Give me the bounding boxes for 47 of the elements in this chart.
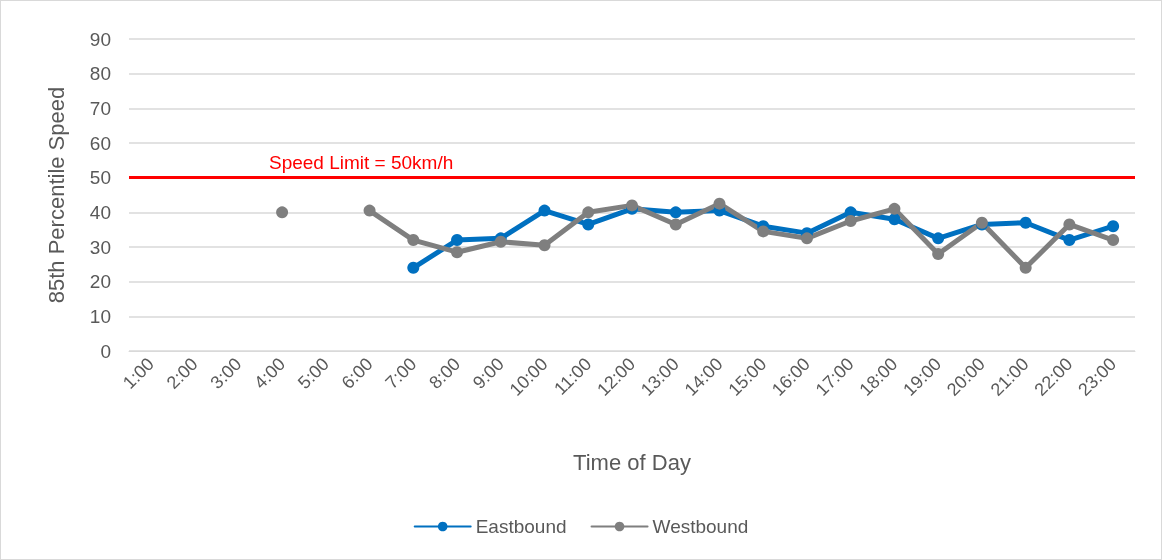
y-tick-label: 80 [89,63,111,85]
y-tick-label: 10 [89,305,111,327]
legend-label: Eastbound [475,516,567,537]
y-tick-label: 40 [89,201,111,223]
point [451,246,464,259]
point [363,204,376,217]
x-tick-label: 3:00 [206,353,246,393]
y-tick-label: 30 [89,236,111,258]
point [1107,234,1120,247]
y-tick-label: 60 [89,132,111,154]
point [888,213,901,226]
x-tick-label: 6:00 [337,353,377,393]
point [582,218,595,231]
point [669,218,682,231]
x-tick-label: 8:00 [425,353,465,393]
y-tick-label: 0 [100,340,111,362]
ref-line-label: Speed Limit = 50km/h [269,151,454,173]
x-tick-label: 9:00 [468,353,508,393]
point [669,206,682,219]
point [800,232,813,245]
y-tick-label: 20 [89,271,111,293]
point [932,232,945,245]
x-axis-title: Time of Day [573,449,691,475]
point [538,239,551,252]
x-tick-label: 4:00 [250,353,290,393]
point [1063,234,1076,247]
point [451,234,464,247]
point [757,225,770,238]
point [582,206,595,219]
y-tick-label: 70 [89,97,111,119]
point [1063,218,1076,231]
point [888,202,901,215]
point [407,234,420,247]
point [932,247,945,260]
point [844,215,857,227]
point [276,206,289,219]
x-tick-label: 7:00 [381,353,421,393]
point [1019,261,1032,274]
y-tick-label: 50 [89,167,111,189]
point [538,204,551,217]
point [1019,216,1032,229]
y-axis-title: 85th Percentile Speed [43,86,69,304]
y-tick-label: 90 [89,28,111,50]
point [407,261,420,274]
legend-label: Westbound [652,516,749,537]
point [1107,220,1120,233]
point [713,197,726,210]
